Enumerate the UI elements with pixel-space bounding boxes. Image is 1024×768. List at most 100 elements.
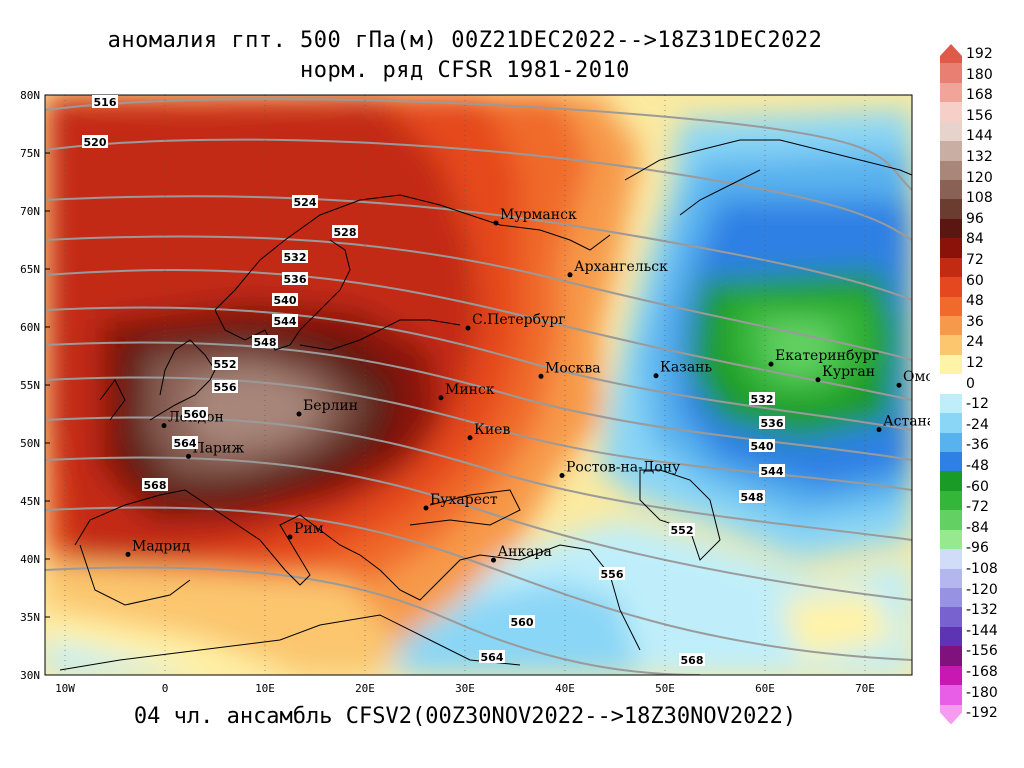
lat-tick-label: 35N — [20, 611, 40, 624]
city-label: Екатеринбург — [775, 348, 879, 364]
lon-axis: 10W 0 10E 20E 30E 40E 50E 60E 70E — [55, 682, 875, 695]
legend-label: 120 — [966, 169, 993, 186]
lon-tick-label: 70E — [855, 682, 875, 695]
contour-label-bg — [332, 225, 358, 238]
city-label: Рим — [294, 521, 324, 537]
legend-swatch — [940, 257, 962, 278]
legend-swatch — [940, 646, 962, 667]
contour-label: 544 — [274, 315, 297, 328]
city-dot — [423, 505, 429, 511]
legend-swatch — [940, 316, 962, 336]
contour-label: 556 — [601, 568, 624, 581]
contour-label: 544 — [761, 465, 784, 478]
city-label: Ростов-на-Дону — [566, 459, 681, 475]
contour-label-bg — [669, 523, 695, 536]
contour-label-bg — [282, 272, 308, 285]
contour-label-bg — [142, 478, 168, 491]
legend-label: -144 — [966, 622, 998, 639]
contour-label: 528 — [334, 226, 357, 239]
city-dot — [653, 373, 659, 379]
city-label: Мадрид — [132, 538, 191, 554]
legend-swatch — [940, 121, 962, 142]
legend-label: 36 — [966, 313, 984, 330]
legend-label: 192 — [966, 46, 993, 62]
contour-label-bg — [292, 195, 318, 208]
map-subtitle: норм. ряд CFSR 1981-2010 — [300, 58, 630, 83]
legend-swatch — [940, 44, 962, 64]
legend-swatch — [940, 102, 962, 123]
lat-tick-label: 60N — [20, 321, 40, 334]
contour-label: 568 — [144, 479, 167, 492]
legend-label: 48 — [966, 293, 984, 310]
contour-label: 536 — [761, 417, 784, 430]
city-dot — [493, 220, 499, 226]
legend-label: 156 — [966, 107, 993, 124]
legend-label: -12 — [966, 396, 989, 413]
legend-swatch — [940, 82, 962, 103]
legend-label: -72 — [966, 499, 989, 516]
legend-swatch — [940, 704, 962, 725]
city-dot — [287, 534, 293, 540]
legend-swatch — [940, 199, 962, 220]
legend-label: -96 — [966, 540, 989, 557]
lon-tick-label: 60E — [755, 682, 775, 695]
contour-label-bg — [272, 314, 298, 327]
legend-label: -156 — [966, 643, 998, 660]
contour-label-bg — [272, 293, 298, 306]
city-dot — [815, 377, 821, 383]
legend-label: -108 — [966, 561, 998, 577]
legend-swatch — [940, 374, 962, 395]
contour-label: 532 — [284, 251, 307, 264]
anomaly-field — [45, 95, 912, 675]
contour-label: 516 — [94, 96, 117, 109]
contour-label: 552 — [671, 524, 694, 537]
legend-label: -180 — [966, 684, 998, 701]
lat-tick-label: 70N — [20, 205, 40, 218]
contour-label-bg — [212, 380, 238, 393]
legend-swatch — [940, 432, 962, 453]
contour-label: 568 — [681, 654, 704, 667]
contour-label: 536 — [284, 273, 307, 286]
legend-swatch — [940, 665, 962, 686]
lon-tick-label: 10E — [255, 682, 275, 695]
contour-label: 520 — [84, 136, 107, 149]
legend-label: 60 — [966, 272, 984, 289]
contour-label: 564 — [481, 651, 504, 664]
lat-tick-label: 55N — [20, 379, 40, 392]
legend-swatch — [940, 335, 962, 356]
legend-swatch — [940, 626, 962, 647]
legend-label: 12 — [966, 355, 984, 371]
contour-label: 556 — [214, 381, 237, 394]
lat-tick-label: 45N — [20, 495, 40, 508]
legend-label: -36 — [966, 437, 989, 454]
legend-swatch — [940, 141, 962, 162]
city-label: Анкара — [498, 544, 552, 560]
legend-swatch — [940, 588, 962, 608]
legend-label: 168 — [966, 87, 993, 104]
city-dot — [538, 373, 544, 379]
legend-swatch — [940, 160, 962, 181]
contour-label-bg — [282, 250, 308, 263]
contour-label-bg — [749, 439, 775, 452]
contour-label-bg — [212, 357, 238, 370]
legend-swatch — [940, 529, 962, 550]
contour-label: 560 — [511, 616, 534, 629]
city-label: Курган — [822, 364, 875, 380]
city-dot — [161, 423, 167, 429]
legend-label: 144 — [966, 128, 993, 145]
legend-swatch — [940, 180, 962, 200]
city-dot — [296, 411, 302, 417]
contour-label-bg — [759, 416, 785, 429]
contour-label-bg — [172, 436, 198, 449]
city-label: Париж — [193, 440, 245, 456]
contour-label: 540 — [274, 294, 297, 307]
legend-label: 24 — [966, 334, 984, 351]
legend-swatch — [940, 607, 962, 628]
contour-label-bg — [92, 95, 118, 108]
contour-label-bg — [679, 653, 705, 666]
lat-tick-label: 50N — [20, 437, 40, 450]
contour-label: 548 — [254, 336, 277, 349]
legend-swatch — [940, 413, 962, 434]
lat-tick-label: 30N — [20, 669, 40, 682]
